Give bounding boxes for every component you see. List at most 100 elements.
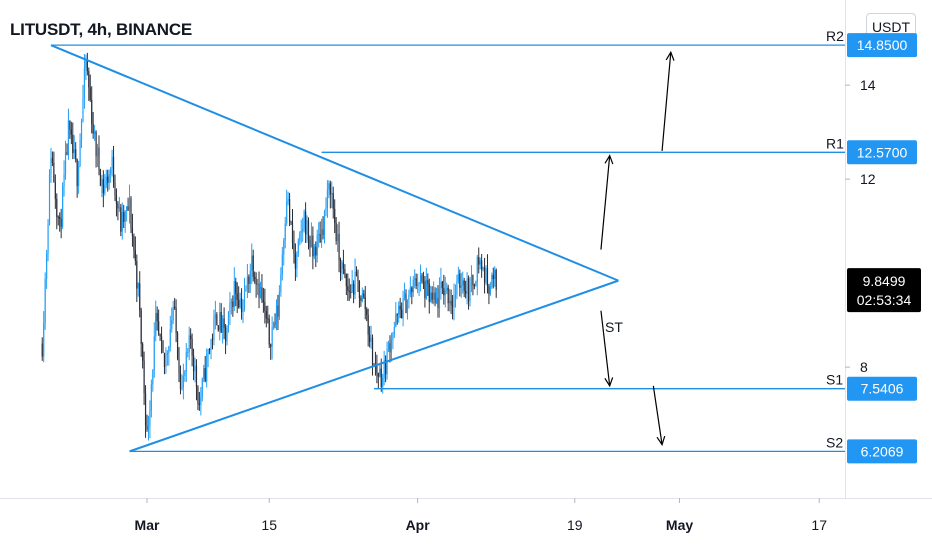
candle bbox=[197, 385, 199, 411]
candle-body bbox=[299, 232, 301, 241]
candle-body bbox=[326, 189, 329, 208]
candle bbox=[326, 180, 329, 218]
candle-body bbox=[342, 262, 345, 269]
candle bbox=[56, 193, 58, 230]
candle-body bbox=[130, 198, 132, 228]
triangle-lower-line bbox=[129, 279, 619, 453]
candle-body bbox=[405, 293, 407, 313]
candle-body bbox=[118, 207, 120, 209]
candle-body bbox=[351, 283, 353, 293]
arrow-2 bbox=[661, 50, 675, 151]
candle-body bbox=[62, 186, 64, 227]
candle bbox=[80, 118, 83, 149]
candle bbox=[399, 297, 401, 319]
candle-body bbox=[319, 233, 321, 243]
candle bbox=[83, 53, 86, 109]
chart-title: LITUSDT, 4h, BINANCE bbox=[10, 20, 193, 39]
candle-body bbox=[328, 183, 330, 190]
candle bbox=[488, 283, 490, 305]
candle-body bbox=[268, 318, 270, 345]
candle bbox=[428, 278, 430, 314]
candle-body bbox=[123, 212, 125, 222]
candle bbox=[188, 326, 190, 361]
candle-body bbox=[275, 305, 278, 324]
candle-body bbox=[271, 327, 273, 347]
candle-body bbox=[139, 283, 141, 311]
candle-body bbox=[158, 321, 160, 334]
candle bbox=[315, 241, 317, 267]
candle bbox=[288, 192, 291, 227]
last-price-countdown: 02:53:34 bbox=[857, 292, 912, 308]
candle bbox=[435, 287, 438, 305]
y-tick-label: 8 bbox=[860, 359, 868, 375]
level-name-s2: S2 bbox=[826, 434, 843, 450]
candle-body bbox=[204, 368, 206, 382]
candle bbox=[310, 222, 313, 248]
candle bbox=[120, 203, 122, 237]
candle bbox=[440, 267, 442, 300]
candle bbox=[462, 271, 464, 294]
candle-body bbox=[102, 179, 104, 194]
candle-body bbox=[89, 87, 91, 100]
candle bbox=[358, 280, 361, 308]
candle-body bbox=[249, 270, 251, 284]
candle bbox=[59, 212, 61, 232]
candle-body bbox=[54, 182, 56, 199]
candle-body bbox=[127, 206, 129, 211]
candle bbox=[51, 151, 54, 167]
candle bbox=[249, 263, 251, 293]
candle bbox=[364, 286, 366, 320]
candle-body bbox=[255, 278, 257, 286]
candle-body bbox=[88, 71, 90, 88]
candle bbox=[341, 259, 343, 280]
candle-body bbox=[472, 274, 474, 286]
candle bbox=[192, 348, 195, 381]
candle bbox=[492, 267, 494, 289]
candle-body bbox=[377, 372, 379, 377]
candle bbox=[421, 273, 423, 284]
candle bbox=[232, 295, 234, 317]
candle-body bbox=[425, 280, 427, 299]
candle bbox=[441, 280, 443, 295]
candle-body bbox=[421, 275, 423, 282]
candle-body bbox=[73, 149, 75, 154]
axes: Mar 15 Apr 19 May 17 14 12 8 bbox=[0, 0, 932, 533]
candle-body bbox=[304, 211, 307, 235]
candle-body bbox=[337, 234, 339, 242]
candle-body bbox=[341, 262, 343, 274]
candle bbox=[272, 321, 275, 330]
candle-body bbox=[136, 261, 138, 289]
candle bbox=[353, 280, 355, 304]
candle-body bbox=[353, 283, 355, 295]
candle-body bbox=[460, 285, 462, 288]
candle-body bbox=[124, 210, 126, 222]
candle-body bbox=[176, 333, 179, 359]
candle bbox=[133, 233, 135, 259]
candle-body bbox=[483, 267, 486, 283]
candle-body bbox=[198, 403, 200, 405]
candle-body bbox=[495, 269, 497, 291]
candle-body bbox=[280, 274, 282, 293]
candle-body bbox=[155, 313, 157, 337]
candle-body bbox=[281, 254, 283, 275]
candle bbox=[200, 387, 202, 416]
candle-body bbox=[321, 229, 323, 243]
candle-body bbox=[396, 314, 398, 316]
candle-body bbox=[296, 253, 298, 269]
candle-body bbox=[96, 147, 99, 157]
candle-body bbox=[262, 299, 264, 302]
candle-body bbox=[181, 387, 183, 389]
x-tick-label: Apr bbox=[406, 517, 431, 533]
candle bbox=[213, 309, 215, 346]
candle bbox=[417, 273, 419, 294]
candle bbox=[73, 135, 75, 160]
candle bbox=[411, 286, 413, 305]
candle-body bbox=[233, 281, 235, 307]
candle bbox=[443, 274, 445, 305]
candle bbox=[403, 282, 406, 301]
candle bbox=[275, 299, 278, 331]
candle bbox=[176, 331, 179, 361]
candle bbox=[243, 277, 246, 312]
candle-body bbox=[476, 257, 478, 283]
